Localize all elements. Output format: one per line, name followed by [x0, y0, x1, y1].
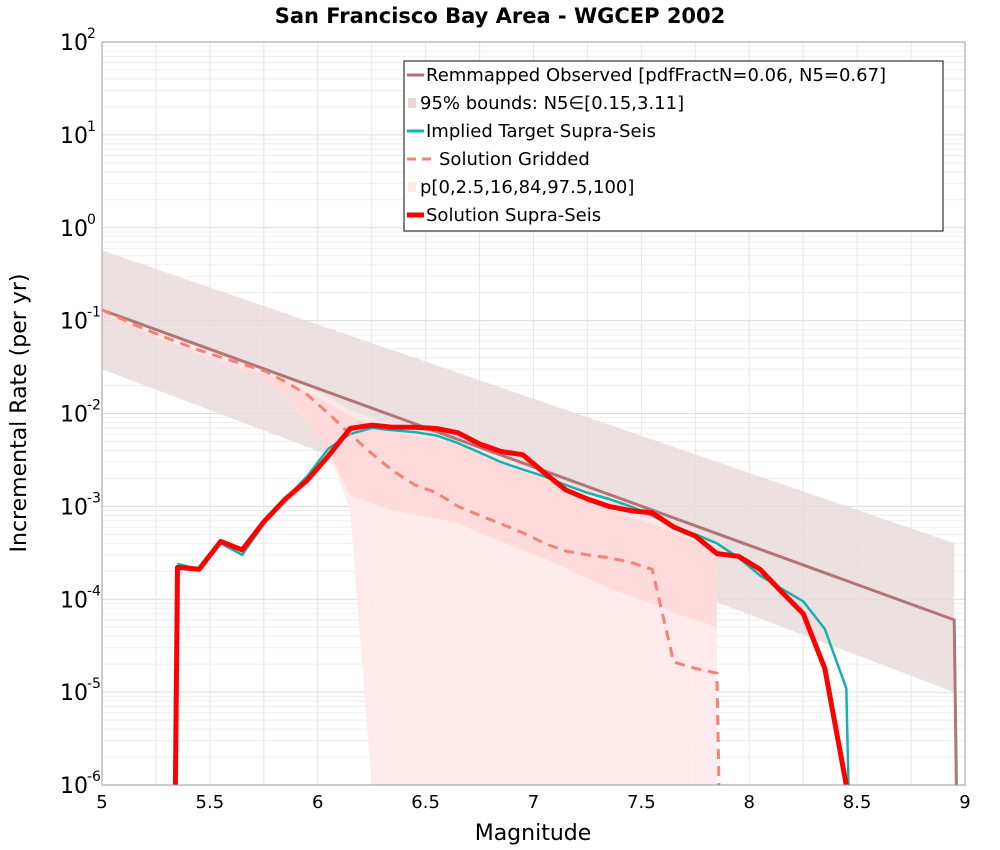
observed-line — [101, 308, 958, 786]
y-tick-exponent: 2 — [87, 26, 96, 42]
y-tick-label: 10 — [60, 495, 88, 520]
legend-item-5-label: p[0,2.5,16,84,97.5,100] — [420, 177, 634, 198]
y-tick-exponent: 0 — [87, 212, 96, 228]
y-tick-label: 10 — [60, 403, 88, 428]
x-tick-label: 9 — [959, 792, 970, 813]
chart-title: San Francisco Bay Area - WGCEP 2002 — [275, 4, 726, 28]
x-tick-label: 6.5 — [411, 792, 440, 813]
y-tick-exponent: 1 — [87, 119, 96, 135]
legend-item-2-label: 95% bounds: N5∈[0.15,3.11] — [420, 93, 684, 114]
x-tick-label: 8 — [744, 792, 755, 813]
y-axis-label: Incremental Rate (per yr) — [7, 274, 32, 553]
series-layer — [101, 308, 958, 786]
y-tick-exponent: -1 — [87, 305, 101, 321]
x-tick-label: 8.5 — [843, 792, 872, 813]
x-tick-label: 6 — [312, 792, 323, 813]
legend-item-5-swatch — [408, 182, 416, 192]
axis-ticks: 5 5.5 6 6.5 7 7.5 8 8.5 910-610-510-410-310 -210-… — [60, 26, 971, 813]
y-tick-exponent: -5 — [87, 676, 101, 692]
y-tick-label: 10 — [60, 217, 88, 242]
percentile-band-outer — [102, 307, 717, 785]
x-tick-label: 5.5 — [196, 792, 225, 813]
y-tick-label: 10 — [60, 31, 88, 56]
x-tick-label: 7.5 — [627, 792, 656, 813]
solution-gridded-line — [101, 308, 721, 786]
percentile-band-inner — [102, 313, 717, 627]
legend-item-2-swatch — [408, 98, 416, 108]
legend-item-4-label: Solution Gridded — [439, 149, 590, 170]
legend-item-1-label: Remmapped Observed [pdfFractN=0.06, N5=0… — [426, 65, 886, 86]
x-axis-label: Magnitude — [475, 821, 592, 846]
y-tick-label: 10 — [60, 588, 88, 613]
y-tick-exponent: -6 — [87, 769, 101, 785]
y-tick-label: 10 — [60, 124, 88, 149]
plot-frame — [101, 41, 966, 786]
y-tick-label: 10 — [60, 310, 88, 335]
y-tick-exponent: -3 — [87, 490, 101, 506]
solution-supra-seis-line — [172, 422, 849, 786]
x-tick-label: 5 — [96, 792, 107, 813]
legend-item-3-label: Implied Target Supra-Seis — [426, 121, 656, 142]
legend: Remmapped Observed [pdfFractN=0.06, N5=0… — [403, 60, 944, 232]
y-tick-exponent: -2 — [87, 398, 101, 414]
x-tick-label: 7 — [528, 792, 539, 813]
y-tick-exponent: -4 — [87, 583, 101, 599]
y-tick-label: 10 — [60, 681, 88, 706]
legend-item-6-label: Solution Supra-Seis — [426, 205, 601, 226]
legend-box — [403, 60, 944, 232]
y-tick-label: 10 — [60, 774, 88, 799]
